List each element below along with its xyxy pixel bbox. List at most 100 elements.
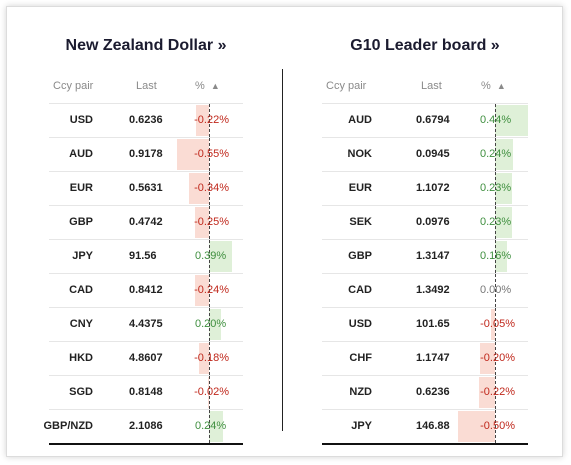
currency-pair[interactable]: CAD — [348, 284, 372, 296]
table-header: Ccy pair Last % ▲ — [322, 70, 528, 103]
column-header-last[interactable]: Last — [421, 80, 442, 92]
last-price: 91.56 — [129, 250, 157, 262]
currency-pair[interactable]: AUD — [69, 148, 93, 160]
currency-pair[interactable]: JPY — [72, 250, 93, 262]
zero-line — [495, 172, 496, 205]
column-header-pct[interactable]: % ▲ — [481, 80, 506, 92]
last-price: 1.1747 — [416, 352, 450, 364]
table-row[interactable]: GBP/NZD 2.1086 0.24% — [44, 409, 243, 445]
table-row[interactable]: JPY 146.88 -0.50% — [322, 409, 528, 445]
percent-change: 0.00% — [480, 284, 512, 296]
percent-change: -0.50% — [480, 420, 515, 432]
last-price: 146.88 — [416, 420, 450, 432]
zero-line — [209, 240, 210, 273]
change-bar — [491, 309, 495, 340]
currency-pair[interactable]: CHF — [349, 352, 372, 364]
percent-change: -0.05% — [480, 318, 515, 330]
table-row[interactable]: SGD 0.8148 -0.02% — [49, 375, 243, 409]
nzd-panel-title-link[interactable]: New Zealand Dollar » — [65, 37, 227, 54]
table-row[interactable]: USD 101.65 -0.05% — [322, 307, 528, 341]
zero-line — [209, 308, 210, 341]
currency-pair[interactable]: SEK — [349, 216, 372, 228]
last-price: 4.8607 — [129, 352, 163, 364]
change-bar — [480, 343, 495, 374]
zero-line — [495, 410, 496, 443]
change-bar — [495, 207, 513, 238]
table-row[interactable]: CHF 1.1747 -0.20% — [322, 341, 528, 375]
currency-pair[interactable]: USD — [69, 114, 93, 126]
percent-change: -0.34% — [194, 182, 229, 194]
change-bar — [457, 411, 495, 442]
zero-line — [495, 138, 496, 171]
sort-up-icon: ▲ — [210, 81, 220, 91]
table-row[interactable]: CNY 4.4375 0.20% — [49, 307, 243, 341]
zero-line — [209, 410, 210, 443]
table-row[interactable]: AUD 0.6794 0.44% — [322, 103, 528, 137]
table-row[interactable]: CAD 0.8412 -0.24% — [49, 273, 243, 307]
last-price: 0.5631 — [129, 182, 163, 194]
column-header-pair[interactable]: Ccy pair — [326, 80, 367, 92]
last-price: 1.1072 — [416, 182, 450, 194]
last-price: 0.0945 — [416, 148, 450, 160]
zero-line — [495, 240, 496, 273]
currency-pair[interactable]: NOK — [347, 148, 372, 160]
currency-pair[interactable]: AUD — [348, 114, 372, 126]
table-row[interactable]: GBP 0.4742 -0.25% — [49, 205, 243, 239]
percent-change: -0.02% — [194, 386, 229, 398]
column-header-pct[interactable]: % ▲ — [195, 80, 220, 92]
percent-change: -0.18% — [194, 352, 229, 364]
change-bar — [177, 139, 209, 170]
change-bar — [209, 309, 221, 340]
currency-pair[interactable]: GBP — [348, 250, 372, 262]
currency-pair[interactable]: GBP/NZD — [43, 420, 94, 432]
table-row[interactable]: CAD 1.3492 0.00% — [322, 273, 528, 307]
percent-change: -0.20% — [480, 352, 515, 364]
change-bar — [198, 343, 209, 374]
table-row[interactable]: GBP 1.3147 0.16% — [322, 239, 528, 273]
percent-change: -0.24% — [194, 284, 229, 296]
table-row[interactable]: EUR 1.1072 0.23% — [322, 171, 528, 205]
percent-change: 0.23% — [480, 182, 512, 194]
table-body: USD 0.6236 -0.22% AUD 0.9178 -0.55% EUR 0.5631 -… — [44, 103, 243, 445]
column-header-pct-label: % — [195, 80, 208, 92]
table-row[interactable]: AUD 0.9178 -0.55% — [49, 137, 243, 171]
last-price: 0.9178 — [129, 148, 163, 160]
percent-change: -0.22% — [480, 386, 515, 398]
table-row[interactable]: JPY 91.56 0.39% — [49, 239, 243, 273]
last-price: 0.4742 — [129, 216, 163, 228]
currency-pair[interactable]: JPY — [351, 420, 372, 432]
zero-line — [495, 308, 496, 341]
column-header-pct-label: % — [481, 80, 494, 92]
currency-pair[interactable]: GBP — [69, 216, 93, 228]
table-body: AUD 0.6794 0.44% NOK 0.0945 0.24% EUR 1.1072 0.2… — [322, 103, 528, 445]
change-bar — [495, 105, 528, 136]
table-row[interactable]: EUR 0.5631 -0.34% — [49, 171, 243, 205]
last-price: 0.0976 — [416, 216, 450, 228]
table-row[interactable]: USD 0.6236 -0.22% — [49, 103, 243, 137]
last-price: 1.3147 — [416, 250, 450, 262]
currency-pair[interactable]: CNY — [69, 318, 93, 330]
percent-change: 0.24% — [480, 148, 512, 160]
currency-pair[interactable]: USD — [348, 318, 372, 330]
currency-pair[interactable]: EUR — [348, 182, 372, 194]
zero-line — [209, 172, 210, 205]
currency-pair[interactable]: CAD — [69, 284, 93, 296]
zero-line — [209, 206, 210, 239]
g10-panel-title-link[interactable]: G10 Leader board » — [350, 37, 500, 54]
currency-pair[interactable]: NZD — [349, 386, 372, 398]
last-price: 2.1086 — [129, 420, 163, 432]
change-bar — [495, 173, 513, 204]
table-row[interactable]: HKD 4.8607 -0.18% — [49, 341, 243, 375]
last-price: 0.6794 — [416, 114, 450, 126]
sort-up-icon: ▲ — [496, 81, 506, 91]
currency-pair[interactable]: HKD — [69, 352, 93, 364]
table-row[interactable]: NOK 0.0945 0.24% — [322, 137, 528, 171]
column-header-pair[interactable]: Ccy pair — [53, 80, 94, 92]
currency-pair[interactable]: SGD — [69, 386, 93, 398]
last-price: 0.8412 — [129, 284, 163, 296]
column-header-last[interactable]: Last — [136, 80, 157, 92]
percent-change: -0.25% — [194, 216, 229, 228]
currency-pair[interactable]: EUR — [69, 182, 93, 194]
table-row[interactable]: NZD 0.6236 -0.22% — [322, 375, 528, 409]
table-row[interactable]: SEK 0.0976 0.23% — [322, 205, 528, 239]
